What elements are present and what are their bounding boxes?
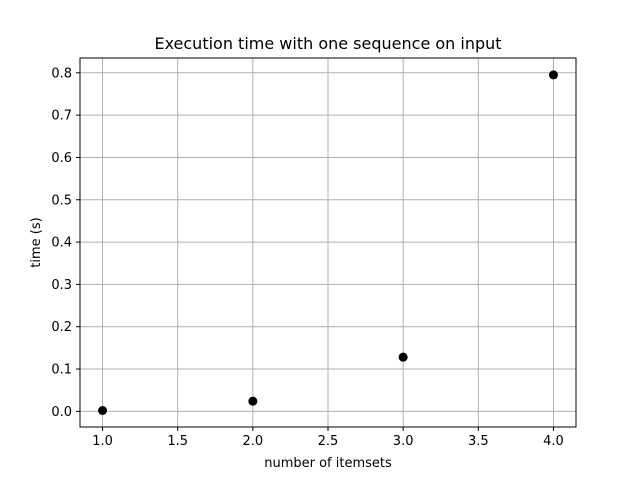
x-tick-label: 1.5 (167, 434, 188, 449)
x-axis-label: number of itemsets (264, 456, 392, 471)
x-tick-label: 1.0 (92, 434, 113, 449)
data-point (548, 70, 558, 80)
data-point (98, 405, 108, 415)
y-tick-label: 0.2 (51, 320, 72, 335)
y-tick-label: 0.7 (51, 109, 72, 124)
y-tick-label: 0.6 (51, 151, 72, 166)
x-tick-label: 3.5 (468, 434, 489, 449)
y-tick-label: 0.8 (51, 66, 72, 81)
x-tick-label: 2.5 (318, 434, 339, 449)
y-tick-label: 0.4 (51, 236, 72, 251)
x-tick-label: 3.0 (393, 434, 414, 449)
data-points (98, 70, 558, 415)
y-tick-label: 0.3 (51, 278, 72, 293)
y-tick-label: 0.1 (51, 363, 72, 378)
y-tick-label: 0.5 (51, 193, 72, 208)
axis-ticks: 1.0 1.5 2.0 2.5 3.0 3.5 4.0 0.0 0.1 0.2 0.3 0.4 0.5 0… (51, 66, 563, 449)
data-point (398, 352, 408, 362)
x-tick-label: 4.0 (543, 434, 564, 449)
data-point (248, 396, 258, 406)
y-axis-label: time (s) (29, 217, 44, 267)
x-tick-label: 2.0 (243, 434, 264, 449)
chart-title: Execution time with one sequence on inpu… (154, 34, 501, 53)
grid-lines (80, 58, 576, 427)
y-tick-label: 0.0 (51, 405, 72, 420)
